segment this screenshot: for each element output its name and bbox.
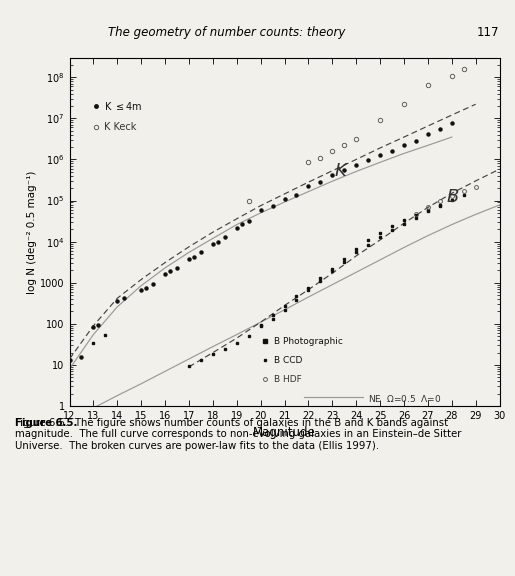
Text: NE  $\Omega$=0.5  $\Lambda$=0: NE $\Omega$=0.5 $\Lambda$=0 bbox=[368, 393, 441, 404]
Text: 117: 117 bbox=[477, 25, 500, 39]
Text: K: K bbox=[335, 162, 347, 180]
Text: B Photographic: B Photographic bbox=[274, 336, 342, 346]
Text: B HDF: B HDF bbox=[274, 375, 302, 384]
Text: Figure 6.5.  The figure shows number counts of galaxies in the B and K bands aga: Figure 6.5. The figure shows number coun… bbox=[15, 418, 462, 451]
Y-axis label: log N (deg⁻² 0.5 mag⁻¹): log N (deg⁻² 0.5 mag⁻¹) bbox=[27, 170, 38, 294]
X-axis label: Magnitude: Magnitude bbox=[253, 426, 316, 439]
Text: K $\leq$4m: K $\leq$4m bbox=[104, 100, 143, 112]
Text: B CCD: B CCD bbox=[274, 356, 302, 365]
Text: K Keck: K Keck bbox=[104, 123, 136, 132]
Text: Figure 6.5.: Figure 6.5. bbox=[15, 418, 78, 427]
Text: B: B bbox=[447, 188, 459, 206]
Text: The geometry of number counts: theory: The geometry of number counts: theory bbox=[108, 25, 345, 39]
